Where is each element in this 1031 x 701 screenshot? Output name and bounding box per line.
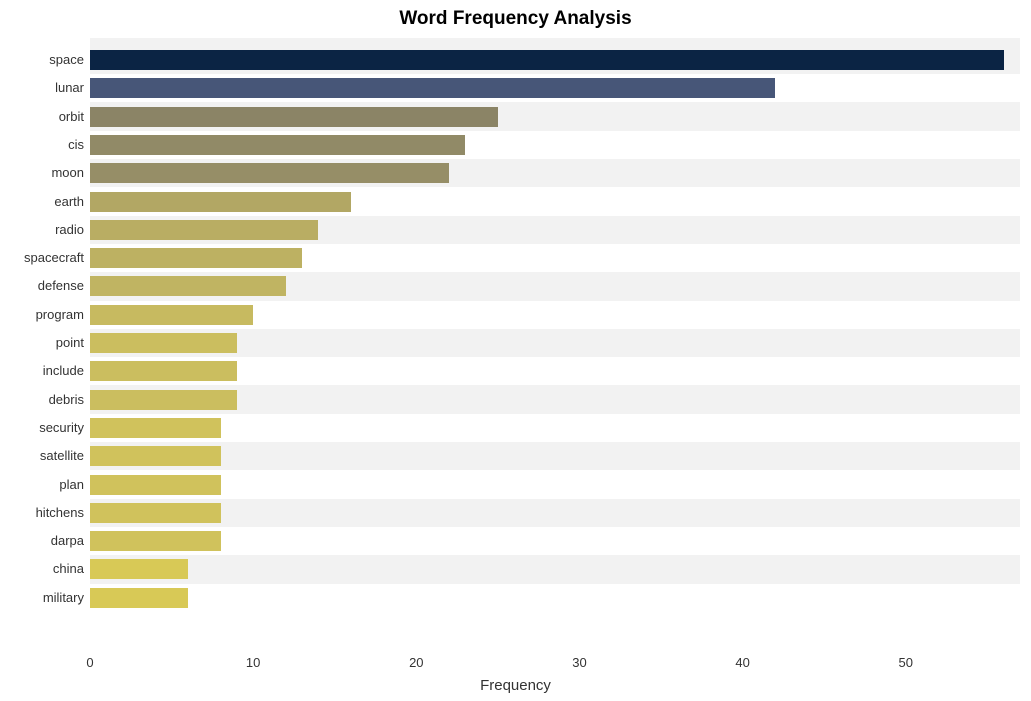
bar xyxy=(90,220,318,240)
plot-band xyxy=(90,414,1020,442)
x-tick-label: 20 xyxy=(409,655,423,670)
bar xyxy=(90,78,775,98)
bar xyxy=(90,446,221,466)
y-tick-label: radio xyxy=(55,222,84,237)
bar xyxy=(90,588,188,608)
plot-band xyxy=(90,584,1020,612)
x-tick-label: 0 xyxy=(86,655,93,670)
y-tick-label: spacecraft xyxy=(24,250,84,265)
x-tick-label: 10 xyxy=(246,655,260,670)
bar xyxy=(90,276,286,296)
y-tick-label: military xyxy=(43,590,84,605)
plot-band xyxy=(90,442,1020,470)
chart-title: Word Frequency Analysis xyxy=(0,8,1031,30)
bar xyxy=(90,390,237,410)
y-tick-label: defense xyxy=(38,278,84,293)
x-axis-title: Frequency xyxy=(0,677,1031,694)
y-tick-label: lunar xyxy=(55,80,84,95)
plot-band xyxy=(90,38,1020,46)
chart-container: Word Frequency Analysis Frequency space l… xyxy=(0,0,1031,701)
bar xyxy=(90,361,237,381)
y-tick-label: program xyxy=(36,307,84,322)
bar xyxy=(90,559,188,579)
y-tick-label: satellite xyxy=(40,448,84,463)
bar xyxy=(90,531,221,551)
y-tick-label: plan xyxy=(59,477,84,492)
plot-band xyxy=(90,470,1020,498)
y-tick-label: hitchens xyxy=(36,505,84,520)
plot-band xyxy=(90,527,1020,555)
y-tick-label: earth xyxy=(54,194,84,209)
bar xyxy=(90,418,221,438)
y-tick-label: cis xyxy=(68,137,84,152)
bar xyxy=(90,305,253,325)
y-tick-label: orbit xyxy=(59,109,84,124)
y-tick-label: china xyxy=(53,561,84,576)
y-tick-label: include xyxy=(43,363,84,378)
plot-band xyxy=(90,555,1020,583)
y-tick-label: space xyxy=(49,52,84,67)
x-tick-label: 50 xyxy=(899,655,913,670)
bar xyxy=(90,107,498,127)
y-tick-label: point xyxy=(56,335,84,350)
plot-area xyxy=(90,38,1020,643)
bar xyxy=(90,192,351,212)
bar xyxy=(90,503,221,523)
bar xyxy=(90,135,465,155)
y-tick-label: debris xyxy=(49,392,84,407)
bar xyxy=(90,163,449,183)
bar xyxy=(90,248,302,268)
x-tick-label: 40 xyxy=(735,655,749,670)
bar xyxy=(90,50,1004,70)
plot-band xyxy=(90,499,1020,527)
bar xyxy=(90,333,237,353)
bar xyxy=(90,475,221,495)
y-tick-label: darpa xyxy=(51,533,84,548)
y-tick-label: moon xyxy=(51,165,84,180)
y-tick-label: security xyxy=(39,420,84,435)
x-tick-label: 30 xyxy=(572,655,586,670)
